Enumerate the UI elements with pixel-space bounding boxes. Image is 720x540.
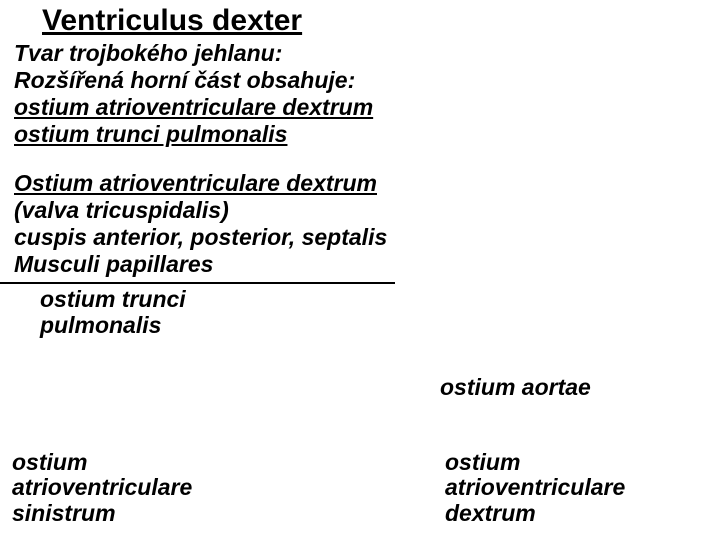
intro-line-3: ostium atrioventriculare dextrum xyxy=(14,94,373,121)
label-oas-line3: sinistrum xyxy=(12,501,192,526)
detail-line-2: (valva tricuspidalis) xyxy=(14,197,387,224)
intro-line-2: Rozšířená horní část obsahuje: xyxy=(14,67,373,94)
detail-line-4: Musculi papillares xyxy=(14,251,387,278)
label-ot-line2: pulmonalis xyxy=(40,312,186,338)
label-oad-line2: atrioventriculare xyxy=(445,475,625,500)
label-oad-line1: ostium xyxy=(445,450,625,475)
label-ostium-trunci: ostium trunci pulmonalis xyxy=(40,286,186,339)
intro-line-1: Tvar trojbokého jehlanu: xyxy=(14,40,373,67)
label-ostium-av-dextrum: ostium atrioventriculare dextrum xyxy=(445,450,625,526)
label-ostium-aortae: ostium aortae xyxy=(440,374,591,401)
label-oas-line1: ostium xyxy=(12,450,192,475)
detail-line-3: cuspis anterior, posterior, septalis xyxy=(14,224,387,251)
intro-line-4: ostium trunci pulmonalis xyxy=(14,121,373,148)
page-title: Ventriculus dexter xyxy=(42,4,302,38)
detail-line-1: Ostium atrioventriculare dextrum xyxy=(14,170,387,197)
label-ostium-av-sinistrum: ostium atrioventriculare sinistrum xyxy=(12,450,192,526)
label-ot-line1: ostium trunci xyxy=(40,286,186,312)
detail-block: Ostium atrioventriculare dextrum (valva … xyxy=(14,170,387,279)
label-oad-line3: dextrum xyxy=(445,501,625,526)
intro-block: Tvar trojbokého jehlanu: Rozšířená horní… xyxy=(14,40,373,149)
label-oas-line2: atrioventriculare xyxy=(12,475,192,500)
horizontal-divider xyxy=(0,282,395,284)
